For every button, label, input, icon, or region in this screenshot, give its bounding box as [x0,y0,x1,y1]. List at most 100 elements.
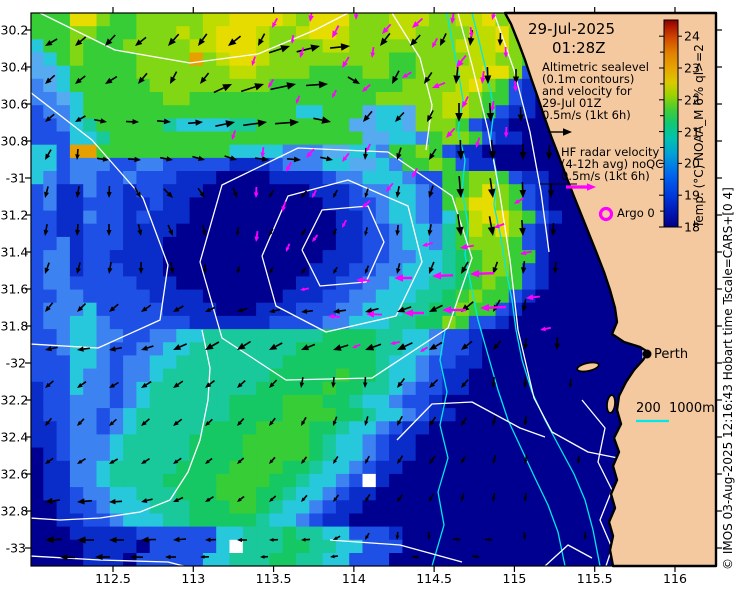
sst-cell [562,263,576,277]
sst-cell [31,487,44,501]
velocity-arrow-black [205,496,214,502]
sst-cell [123,434,137,449]
sst-cell [136,105,151,119]
sst-cell [109,171,124,185]
sst-cell [548,408,563,422]
velocity-arrow-black [243,119,267,127]
sst-cell [282,355,297,370]
sst-cell [69,236,84,251]
sst-cell [242,276,257,291]
sst-cell [548,381,563,396]
sst-cell [282,236,297,251]
sst-cell [163,329,177,343]
sst-cell [242,65,257,80]
hf-velocity-arrow-magenta [281,201,287,212]
sst-cell [575,342,590,357]
y-tick-label: -32.8 [0,503,29,519]
sst-cell [429,26,443,40]
sst-cell [216,250,231,264]
hf-velocity-arrow-magenta [268,79,275,88]
sst-cell [31,105,44,119]
sst-cell [508,526,523,541]
velocity-arrow-black [484,66,492,84]
hf-velocity-arrow-magenta [520,250,532,256]
sst-cell [335,105,350,119]
sst-cell [256,381,270,396]
sst-cell [136,276,151,291]
sst-cell [362,473,377,488]
sst-cell [176,197,191,212]
sst-cell [349,223,364,238]
sst-cell [322,276,337,291]
sst-cell [389,65,403,80]
sst-cell [96,276,111,291]
hf-velocity-arrow-magenta [382,23,392,34]
sst-cell [31,526,44,541]
sst-cell [362,197,377,212]
hf-velocity-arrow-magenta [480,303,507,312]
sst-cell [96,184,111,198]
velocity-arrow-black [492,455,497,464]
sst-cell [269,315,284,330]
sst-cell [83,500,98,515]
sst-cell [163,355,177,370]
sst-cell [149,394,164,409]
hf-radar-note: HF radar velocity (4-12h avg) noQC 0.5m/s … [561,146,663,182]
colorbar-tick-label: 18 [684,219,700,235]
sst-cell [216,302,231,317]
velocity-arrow-black [333,228,338,236]
sst-cell [269,236,284,251]
y-tick-label: -32.4 [0,429,29,445]
sst-cell [442,408,457,422]
sst-cell [402,381,417,396]
sst-cell [442,197,457,212]
velocity-arrow-black [397,455,404,464]
sst-cell [202,92,217,106]
sst-cell [69,500,84,515]
sst-cell [402,487,417,501]
sst-cell [136,171,151,185]
velocity-arrow-black [333,189,338,198]
sst-cell [615,342,630,357]
sst-cell [455,447,470,462]
velocity-arrow-black [428,261,435,274]
velocity-arrow-black [205,457,213,464]
sst-cell [189,355,204,370]
sst-cell [269,26,284,40]
velocity-arrow-black [487,216,496,236]
sst-cell [69,368,84,383]
sst-cell [375,131,390,146]
sst-cell [136,26,151,40]
sst-cell [389,513,403,528]
velocity-arrow-black [411,555,420,559]
sst-cell [296,171,310,185]
sst-cell [495,118,510,133]
sst-cell [229,92,244,106]
sst-cell [43,39,58,54]
sst-cell [96,289,111,304]
velocity-arrow-black [127,156,141,163]
sst-cell [83,52,98,67]
sst-cell [189,513,204,528]
hf-velocity-arrow-magenta [503,46,509,58]
sst-cell [389,39,403,54]
sst-cell [349,13,364,27]
sst-cell [176,539,191,554]
velocity-arrow-black [106,224,112,236]
sst-cell [83,184,98,198]
sst-cell [56,447,71,462]
sst-cell [216,421,231,436]
sst-cell [43,460,58,475]
velocity-arrow-black [461,455,466,464]
sst-cell [455,368,470,383]
sst-cell [256,355,270,370]
sst-cell [163,197,177,212]
sst-cell [229,526,244,541]
velocity-arrow-black [429,455,436,464]
sst-cell [415,421,430,436]
sst-cell [548,500,563,515]
sst-cell [96,92,111,106]
sst-cell [189,210,204,225]
sst-cell [442,553,457,566]
sst-cell [508,92,523,106]
